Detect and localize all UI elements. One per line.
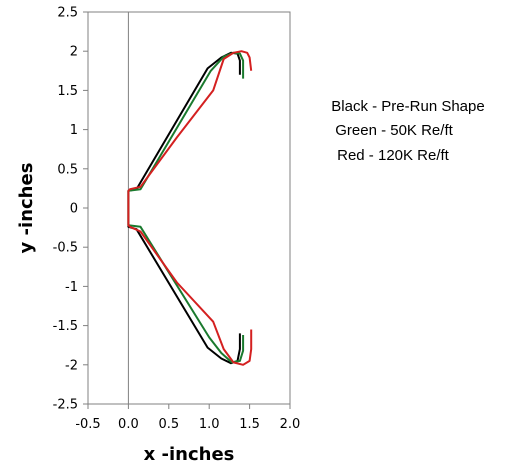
x-tick-label: 2.0 [280, 417, 301, 432]
y-tick-label: -0.5 [53, 241, 78, 256]
legend-entry-red: Red - 120K Re/ft [337, 147, 450, 164]
y-tick-label: 0.5 [57, 162, 78, 177]
series-line-2 [127, 50, 253, 366]
y-tick-label: -1 [65, 280, 78, 295]
y-tick-label: 2 [70, 45, 78, 60]
y-tick-label: 2.5 [57, 6, 78, 21]
series-group [127, 50, 253, 366]
x-tick-label: 0.0 [118, 417, 139, 432]
x-tick-label: 1.0 [199, 417, 220, 432]
legend: Black - Pre-Run Shape Green - 50K Re/ft … [331, 98, 484, 164]
x-axis-label: x -inches [144, 444, 235, 465]
y-tick-label: -2 [65, 358, 78, 373]
y-tick-label: 0 [70, 202, 78, 217]
plot-area [87, 11, 291, 405]
x-tick-label: 1.5 [239, 417, 260, 432]
x-tick-label: 0.5 [158, 417, 179, 432]
y-tick-label: -1.5 [53, 319, 78, 334]
y-tick-label: 1.5 [57, 84, 78, 99]
legend-entry-black: Black - Pre-Run Shape [331, 98, 484, 115]
y-tick-label: -2.5 [53, 398, 78, 413]
y-axis-label: y -inches [16, 163, 37, 254]
y-tick-label: 1 [70, 123, 78, 138]
x-tick-label: -0.5 [75, 417, 100, 432]
axis-ticks: 2.5 2 1.5 1 0.5 0 -0.5 -1 -1.5 -2 -2.5 -0.5 0.0 0.5 1.… [53, 6, 301, 433]
legend-entry-green: Green - 50K Re/ft [335, 122, 453, 139]
